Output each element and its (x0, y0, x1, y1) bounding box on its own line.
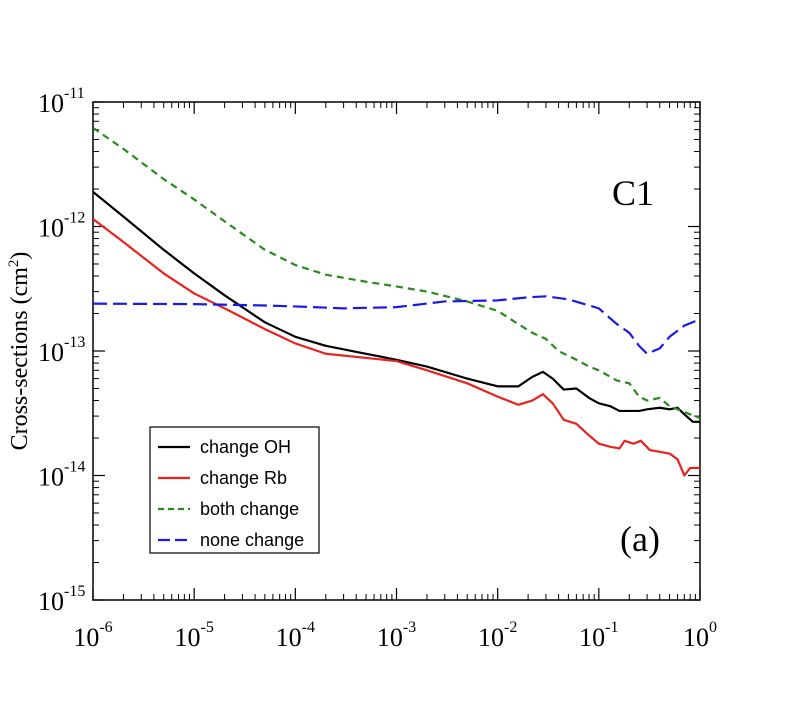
y-tick-labels: 10-11 10-12 10-13 10-14 10-15 (38, 85, 85, 616)
panel-id-label: C1 (612, 173, 654, 213)
y-axis-label-close: ) (7, 252, 33, 260)
legend: change OH change Rb both change none change (149, 426, 320, 554)
legend-label: both change (200, 499, 299, 519)
series-line-none-change (93, 295, 700, 355)
x-tick-labels: 10-6 10-5 10-4 10-3 10-2 10-1 100 (73, 619, 717, 652)
axis-ticks (92, 101, 701, 601)
y-tick-label: 10-14 (38, 459, 85, 492)
series-line-change-oh (93, 190, 700, 423)
legend-label: change Rb (200, 468, 287, 488)
legend-label: none change (200, 530, 304, 550)
series-line-both-change (93, 126, 700, 419)
x-tick-label: 100 (683, 619, 717, 652)
y-tick-label: 10-12 (38, 210, 85, 243)
panel-letter-label: (a) (620, 519, 660, 559)
x-tick-label: 10-1 (579, 619, 618, 652)
y-tick-label: 10-15 (38, 583, 85, 616)
x-tick-label: 10-5 (175, 619, 214, 652)
x-tick-label: 10-6 (73, 619, 112, 652)
x-tick-label: 10-2 (478, 619, 517, 652)
y-tick-label: 10-13 (38, 334, 85, 367)
series-line-change-rb (93, 218, 700, 477)
series-group (93, 126, 700, 477)
y-axis-label: Cross-sections (cm2) (6, 252, 33, 451)
legend-label: change OH (200, 437, 291, 457)
y-axis-label-exponent: 2 (6, 260, 22, 268)
x-tick-label: 10-4 (276, 619, 315, 652)
y-tick-label: 10-11 (38, 85, 85, 118)
x-tick-label: 10-3 (377, 619, 416, 652)
